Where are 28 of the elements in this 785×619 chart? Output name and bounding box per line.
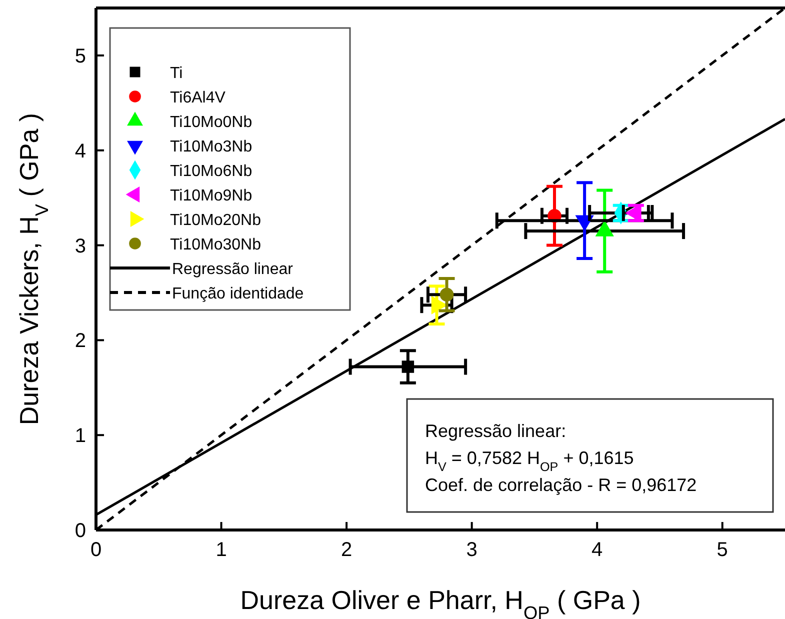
y-tick-label: 2 <box>74 330 86 352</box>
legend-label: Ti10Mo20Nb <box>170 212 262 229</box>
x-tick-label: 4 <box>592 539 603 561</box>
point <box>402 360 414 373</box>
x-tick-label: 0 <box>90 539 102 561</box>
legend-label: Ti10Mo6Nb <box>170 163 252 180</box>
legend-label: Ti10Mo0Nb <box>170 114 252 131</box>
x-axis-title: Dureza Oliver e Pharr, H$_{OP}$ ( GPa ) <box>240 585 641 619</box>
x-tick-label: 1 <box>216 539 227 561</box>
annotation: Regressão linear: <box>425 421 566 441</box>
legend-label: Ti10Mo30Nb <box>170 236 262 254</box>
x-tick-label: 5 <box>716 539 728 561</box>
annotation: Coef. de correlação - R = 0,96172 <box>425 475 697 495</box>
y-tick-label: 4 <box>74 140 86 162</box>
x-tick-label: 2 <box>340 539 352 561</box>
y-tick-label: 3 <box>74 235 86 258</box>
legend-label: Função identidade <box>172 286 304 302</box>
y-tick-label: 0 <box>74 520 86 542</box>
legend-label: Ti6Al4V <box>170 90 226 106</box>
legend-label: Ti <box>170 65 183 82</box>
legend-label: Ti10Mo9Nb <box>170 188 252 204</box>
legend-label: Regressão linear <box>172 261 294 278</box>
x-tick-label: 3 <box>466 539 478 561</box>
y-tick-label: 1 <box>74 425 86 448</box>
legend-label: Ti10Mo3Nb <box>170 138 252 156</box>
annotation: H$_{V}$ = 0,7582 H$_{OP}$ + 0,1615 <box>425 448 634 474</box>
y-tick-label: 5 <box>74 45 86 68</box>
point <box>440 288 454 302</box>
